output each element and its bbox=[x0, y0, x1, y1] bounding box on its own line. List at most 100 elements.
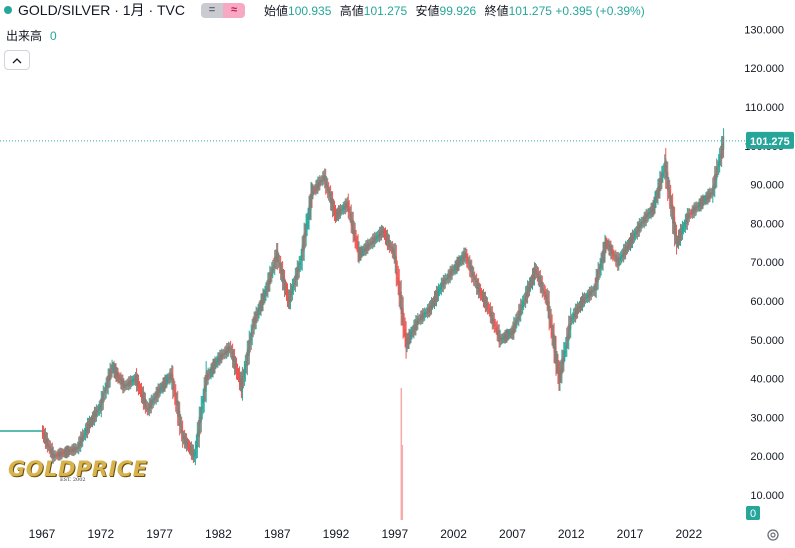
candle-body bbox=[624, 249, 626, 255]
candle-body bbox=[195, 444, 197, 449]
candle-body bbox=[521, 305, 523, 310]
candle-body bbox=[558, 370, 560, 381]
candle-body bbox=[116, 372, 118, 377]
candle-body bbox=[215, 362, 217, 364]
candle-body bbox=[349, 214, 351, 216]
candle-body bbox=[431, 303, 434, 305]
candle-body bbox=[99, 404, 101, 409]
candle-body bbox=[562, 358, 564, 365]
candle-body bbox=[273, 264, 275, 267]
candle-body bbox=[602, 249, 604, 264]
candle-body bbox=[516, 318, 518, 323]
candle-body bbox=[97, 409, 99, 411]
candle-body bbox=[323, 175, 325, 180]
candle-body bbox=[196, 432, 198, 448]
candle-body bbox=[628, 242, 631, 245]
approx-toggle-icon[interactable]: ≈ bbox=[223, 2, 245, 18]
equal-toggle-icon[interactable]: = bbox=[201, 2, 223, 18]
candle-body bbox=[459, 260, 461, 263]
candle-body bbox=[617, 257, 619, 266]
candle-body bbox=[205, 371, 207, 393]
candle-body bbox=[545, 295, 547, 299]
candle-body bbox=[715, 174, 717, 181]
candle-body bbox=[305, 223, 307, 237]
candle-body bbox=[486, 302, 489, 309]
candle-body bbox=[611, 249, 613, 254]
candle-body bbox=[138, 387, 141, 389]
candle-body bbox=[258, 307, 260, 313]
candle-body bbox=[248, 339, 250, 356]
candle-body bbox=[142, 392, 145, 404]
candle-body bbox=[95, 409, 97, 417]
candle-body bbox=[220, 354, 222, 360]
y-tick-label: 10.000 bbox=[750, 490, 784, 502]
candle-body bbox=[452, 270, 454, 272]
candle-body bbox=[499, 336, 501, 341]
candle-body bbox=[373, 237, 375, 243]
candle-body bbox=[68, 449, 70, 453]
candle-body bbox=[176, 401, 178, 405]
candle-body bbox=[227, 347, 229, 353]
candle-body bbox=[525, 292, 527, 302]
candle-body bbox=[531, 274, 534, 284]
candle-body bbox=[677, 235, 680, 244]
candle-body bbox=[344, 202, 346, 210]
candle-body bbox=[146, 407, 148, 410]
candle-body bbox=[718, 162, 720, 167]
candle-body bbox=[599, 265, 601, 271]
candle-body bbox=[86, 423, 89, 433]
candle-body bbox=[192, 449, 195, 458]
candle-body bbox=[242, 377, 244, 380]
candle-body bbox=[360, 249, 362, 257]
candle-body bbox=[614, 256, 616, 258]
candle-body bbox=[605, 243, 607, 246]
candle-body bbox=[542, 288, 544, 291]
candle-body bbox=[171, 373, 173, 381]
candle-body bbox=[388, 240, 391, 248]
candle-body bbox=[443, 279, 445, 285]
candle-body bbox=[679, 229, 682, 240]
symbol-title[interactable]: GOLD/SILVER · 1月 · TVC bbox=[18, 2, 185, 18]
candle-body bbox=[722, 136, 725, 150]
high-value: 101.275 bbox=[363, 3, 408, 18]
candle-body bbox=[71, 448, 73, 452]
gear-icon[interactable] bbox=[766, 528, 780, 542]
candle-body bbox=[294, 274, 296, 286]
candle-body bbox=[236, 370, 239, 374]
candle-body bbox=[484, 297, 487, 307]
candle-body bbox=[365, 244, 367, 252]
candle-body bbox=[279, 262, 281, 266]
candle-body bbox=[132, 379, 134, 382]
candle-body bbox=[346, 201, 348, 208]
candle-body bbox=[573, 313, 575, 320]
x-axis[interactable]: 1967 1972 1977 1982 1987 1992 1997 2002 2007 2012… bbox=[29, 527, 703, 541]
candle-body bbox=[399, 292, 401, 298]
last-price-tag-box bbox=[746, 131, 794, 149]
candle-body bbox=[247, 349, 249, 357]
candle-body bbox=[161, 386, 163, 388]
candle-body bbox=[455, 264, 457, 269]
candle-body bbox=[300, 258, 302, 261]
candle-body bbox=[335, 213, 338, 218]
y-tick-label: 110.000 bbox=[745, 102, 784, 114]
candle-body bbox=[720, 153, 722, 158]
candle-body bbox=[535, 270, 538, 272]
candle-body bbox=[673, 217, 676, 236]
candle-body bbox=[72, 447, 74, 453]
candle-body bbox=[364, 247, 366, 251]
candle-body bbox=[518, 310, 520, 321]
x-tick-label: 1967 bbox=[29, 527, 56, 541]
candle-body bbox=[70, 450, 72, 452]
candle-body bbox=[280, 263, 282, 273]
candle-body bbox=[416, 321, 418, 326]
y-axis[interactable]: 10.000 20.000 30.000 40.000 50.000 60.000 70.0… bbox=[744, 24, 784, 502]
candle-body bbox=[530, 281, 533, 283]
toggle-group[interactable]: = ≈ bbox=[201, 2, 245, 18]
candle-body bbox=[74, 447, 76, 452]
collapse-legend-button[interactable] bbox=[4, 50, 30, 70]
candle-body bbox=[532, 273, 535, 280]
candle-body bbox=[198, 416, 200, 438]
candle-body bbox=[110, 371, 112, 373]
candle-body bbox=[708, 193, 710, 199]
